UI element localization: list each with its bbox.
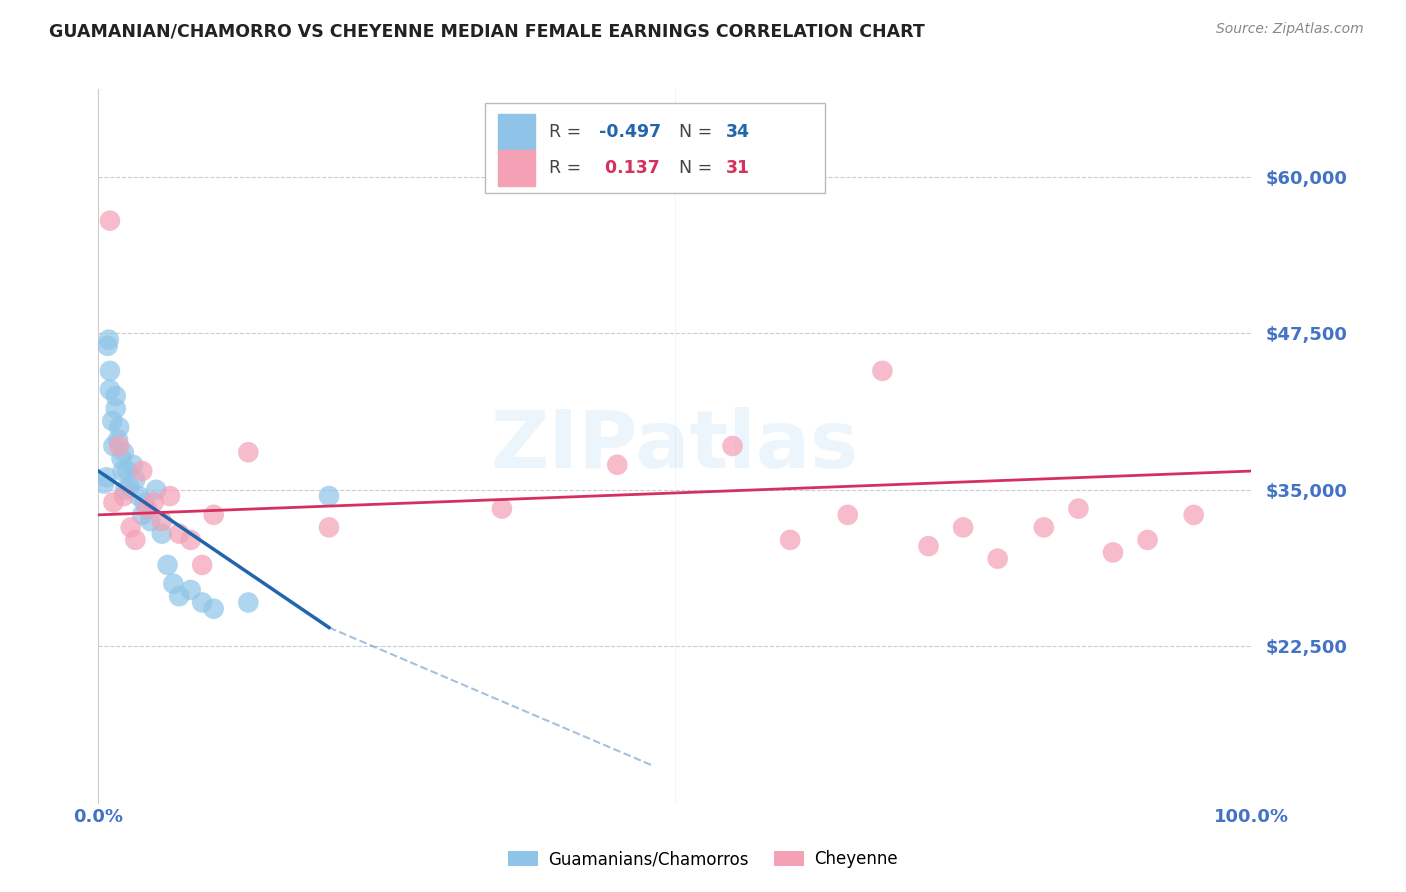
Text: GUAMANIAN/CHAMORRO VS CHEYENNE MEDIAN FEMALE EARNINGS CORRELATION CHART: GUAMANIAN/CHAMORRO VS CHEYENNE MEDIAN FE… [49, 22, 925, 40]
Point [1032, 520, 1054, 534]
Point [124, 473, 146, 487]
Point [238, 445, 260, 459]
Point [128, 489, 150, 503]
Point [108, 439, 131, 453]
Point [101, 414, 124, 428]
Point [108, 420, 131, 434]
Point [98, 364, 121, 378]
Point [103, 495, 125, 509]
Point [150, 526, 173, 541]
Point [150, 514, 173, 528]
Point [1102, 545, 1125, 559]
Point [98, 213, 121, 227]
Point [131, 464, 153, 478]
Point [318, 489, 340, 503]
Point [96, 470, 118, 484]
Point [114, 483, 136, 497]
Point [952, 520, 974, 534]
Point [318, 520, 340, 534]
Text: R =: R = [550, 123, 582, 141]
Text: ZIPatlas: ZIPatlas [491, 407, 859, 485]
Text: R =: R = [550, 159, 582, 177]
Point [111, 464, 134, 478]
Point [124, 533, 146, 547]
Point [202, 508, 225, 522]
Point [135, 501, 157, 516]
Bar [499, 114, 536, 150]
Point [180, 582, 202, 597]
Text: -0.497: -0.497 [599, 123, 661, 141]
Text: N =: N = [679, 123, 713, 141]
Point [987, 551, 1010, 566]
Point [97, 333, 120, 347]
Point [917, 539, 939, 553]
Point [107, 433, 129, 447]
Point [1136, 533, 1159, 547]
Point [779, 533, 801, 547]
Point [122, 458, 145, 472]
Point [98, 383, 121, 397]
Point [145, 483, 167, 497]
Point [131, 508, 153, 522]
FancyBboxPatch shape [485, 103, 825, 193]
Point [120, 520, 142, 534]
Point [110, 451, 132, 466]
Point [872, 364, 894, 378]
Point [112, 489, 135, 503]
Point [202, 601, 225, 615]
Point [837, 508, 859, 522]
Point [103, 439, 125, 453]
Point [191, 595, 214, 609]
Point [191, 558, 214, 572]
Point [97, 339, 120, 353]
Point [606, 458, 628, 472]
Point [238, 595, 260, 609]
Text: N =: N = [679, 159, 713, 177]
Point [93, 476, 115, 491]
Bar [499, 150, 536, 186]
Point [104, 401, 127, 416]
Point [156, 558, 179, 572]
Point [134, 495, 156, 509]
Text: 34: 34 [725, 123, 749, 141]
Point [159, 489, 181, 503]
Point [491, 501, 513, 516]
Point [180, 533, 202, 547]
Point [142, 495, 165, 509]
Point [162, 576, 184, 591]
Point [1067, 501, 1090, 516]
Point [104, 389, 127, 403]
Point [167, 526, 190, 541]
Point [139, 514, 162, 528]
Legend: Guamanians/Chamorros, Cheyenne: Guamanians/Chamorros, Cheyenne [502, 844, 904, 875]
Point [1182, 508, 1205, 522]
Point [117, 464, 139, 478]
Point [112, 445, 135, 459]
Point [118, 480, 141, 494]
Point [167, 589, 190, 603]
Text: Source: ZipAtlas.com: Source: ZipAtlas.com [1216, 22, 1364, 37]
Text: 31: 31 [725, 159, 749, 177]
Text: 0.137: 0.137 [599, 159, 659, 177]
Point [721, 439, 744, 453]
